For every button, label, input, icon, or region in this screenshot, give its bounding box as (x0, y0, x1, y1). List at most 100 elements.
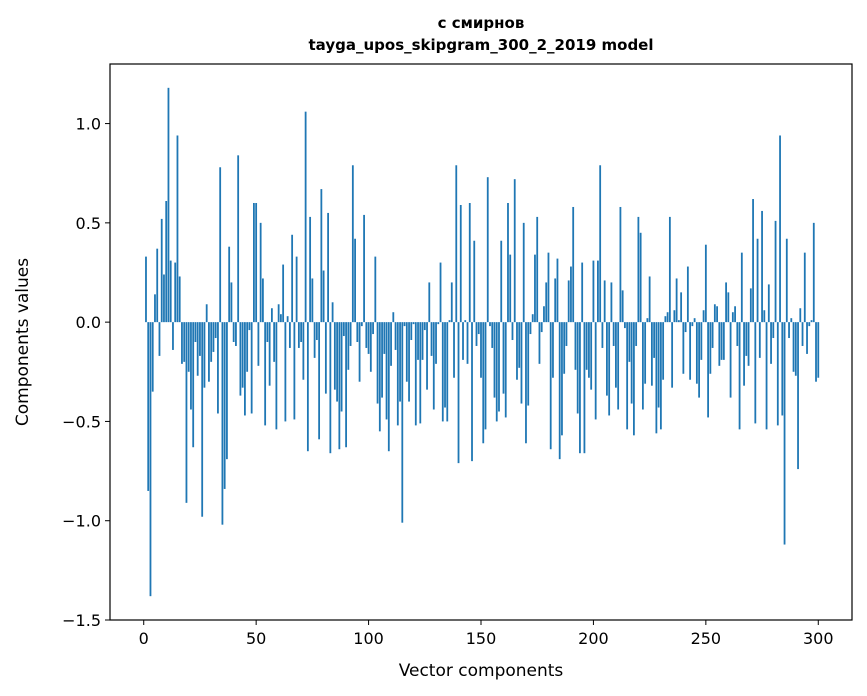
bar (716, 306, 718, 323)
bar (329, 322, 332, 454)
bar (583, 322, 586, 454)
x-tick-label: 250 (691, 629, 722, 648)
bar (244, 322, 246, 416)
bar (520, 322, 523, 404)
y-tick-label: 1.0 (76, 115, 101, 134)
bar (630, 322, 633, 404)
bar (399, 322, 401, 402)
bar (360, 322, 363, 327)
bar (729, 322, 732, 398)
bar (765, 322, 768, 430)
bar (549, 322, 552, 450)
bar (792, 322, 795, 372)
bar (635, 322, 638, 346)
bar (358, 322, 361, 382)
bar (603, 280, 606, 323)
bar (639, 232, 642, 323)
bar (174, 262, 177, 323)
bar (711, 322, 714, 348)
bar (698, 322, 700, 398)
bar (426, 322, 428, 390)
bar (192, 322, 195, 448)
bar (621, 290, 624, 323)
bar (774, 220, 777, 323)
bar (538, 322, 541, 364)
bar (812, 222, 815, 323)
bar (147, 322, 150, 491)
bar (327, 212, 329, 323)
bar (248, 322, 251, 331)
bar (437, 322, 440, 325)
bar (172, 322, 174, 350)
bar (585, 322, 588, 370)
bar (376, 322, 379, 404)
bar (734, 306, 736, 323)
bar (628, 322, 631, 362)
bar (448, 320, 451, 323)
bar (482, 322, 485, 444)
bar (581, 262, 584, 323)
bar (624, 322, 626, 329)
bar (743, 322, 745, 386)
y-axis-label: Components values (13, 258, 33, 426)
bar (315, 322, 318, 341)
bar (815, 322, 817, 382)
x-tick-label: 300 (803, 629, 834, 648)
bar (257, 322, 260, 366)
bar (167, 87, 170, 323)
bar (196, 322, 199, 376)
bar (459, 204, 462, 323)
bar (297, 322, 300, 348)
bar (333, 322, 336, 390)
bar (419, 322, 422, 424)
bar (156, 248, 159, 323)
bar (390, 322, 392, 366)
bar (165, 201, 168, 323)
bar (770, 322, 772, 364)
bar (468, 203, 471, 323)
bar (704, 244, 707, 323)
bar (423, 322, 426, 331)
bar (484, 322, 487, 430)
bar (450, 282, 453, 323)
bar (756, 238, 759, 323)
bar (464, 320, 467, 323)
bar (410, 322, 413, 341)
bar (763, 310, 766, 323)
bar (466, 322, 469, 364)
bar (158, 322, 161, 356)
bar (529, 322, 532, 335)
bar (653, 322, 656, 358)
bar (349, 322, 352, 346)
bar (417, 322, 419, 360)
bar (655, 322, 658, 434)
bar (181, 322, 183, 364)
bar (536, 216, 539, 323)
bar (758, 322, 761, 358)
bar (264, 322, 267, 426)
bar (262, 278, 264, 323)
bar (230, 282, 233, 323)
bar (810, 320, 813, 323)
bar (680, 292, 683, 323)
bar (612, 322, 615, 346)
bar (738, 322, 741, 430)
bar (552, 322, 554, 378)
bar (403, 322, 406, 327)
bar (731, 312, 734, 323)
bar (219, 167, 222, 323)
bar (491, 322, 494, 348)
bar (504, 322, 507, 418)
bar (255, 203, 258, 323)
bar (430, 322, 433, 356)
bar (702, 310, 705, 323)
bar (707, 322, 709, 418)
bar (338, 322, 341, 450)
bar (205, 304, 208, 323)
bar (686, 266, 689, 323)
bar (208, 322, 210, 382)
bar (720, 322, 723, 360)
x-axis-ticks: 0 50 100 150 200 250 300 (139, 620, 834, 648)
bar (408, 322, 410, 402)
